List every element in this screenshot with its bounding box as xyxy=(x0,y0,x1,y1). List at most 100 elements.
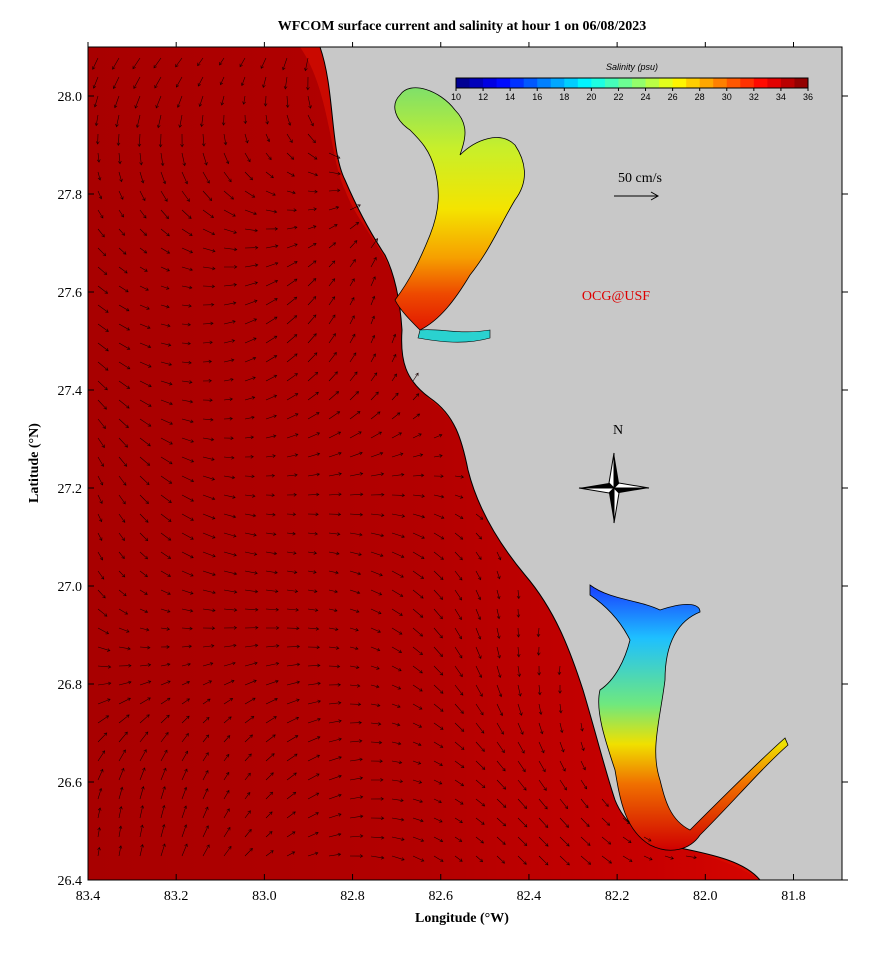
current-vector xyxy=(307,171,319,177)
current-vector xyxy=(95,133,100,145)
current-vector xyxy=(370,835,385,840)
current-vector xyxy=(202,806,209,819)
current-vector xyxy=(517,665,521,678)
current-vector xyxy=(244,228,258,233)
current-vector xyxy=(536,646,541,656)
current-vector xyxy=(391,722,401,727)
current-vector xyxy=(307,492,320,497)
current-vector xyxy=(433,434,443,439)
current-vector xyxy=(223,436,234,440)
current-vector xyxy=(391,373,397,382)
current-vector xyxy=(244,281,259,287)
current-vector xyxy=(160,304,170,309)
current-vector xyxy=(244,299,258,306)
current-vector xyxy=(433,513,445,519)
current-vector xyxy=(349,512,364,517)
current-vector xyxy=(433,494,445,499)
current-vector xyxy=(118,323,131,331)
current-vector xyxy=(118,399,130,409)
current-vector xyxy=(391,452,404,458)
current-vector xyxy=(118,646,131,651)
current-vector xyxy=(97,589,106,599)
current-vector xyxy=(412,779,423,784)
current-vector xyxy=(307,243,317,249)
current-vector xyxy=(244,532,257,537)
current-vector xyxy=(202,284,216,289)
current-vector xyxy=(160,532,172,541)
current-vector xyxy=(181,608,194,613)
current-vector xyxy=(244,376,256,382)
colorbar-tick-label: 36 xyxy=(803,92,813,102)
current-vector xyxy=(202,228,216,236)
current-vector xyxy=(328,152,341,159)
current-vector xyxy=(349,352,357,363)
current-vector xyxy=(307,391,319,401)
current-vector xyxy=(260,57,267,69)
current-vector xyxy=(202,698,211,705)
current-vector xyxy=(139,551,149,560)
current-vector xyxy=(391,817,405,822)
current-vector xyxy=(223,171,232,183)
current-vector xyxy=(475,741,485,752)
current-vector xyxy=(139,767,146,781)
current-vector xyxy=(370,684,380,689)
current-vector xyxy=(244,828,252,838)
current-vector xyxy=(118,247,127,255)
current-vector xyxy=(181,824,188,838)
current-vector xyxy=(622,817,631,825)
current-vector xyxy=(559,798,569,810)
current-vector xyxy=(643,855,653,861)
current-vector xyxy=(139,731,149,743)
current-vector xyxy=(496,608,501,620)
current-vector xyxy=(328,813,342,819)
current-vector xyxy=(307,570,317,574)
current-vector xyxy=(244,133,249,144)
current-vector xyxy=(307,472,321,477)
current-vector xyxy=(391,570,404,578)
current-vector xyxy=(370,431,383,439)
y-tick-label: 27.0 xyxy=(58,580,83,595)
current-vector xyxy=(538,741,545,754)
current-vector xyxy=(265,772,274,781)
current-vector xyxy=(118,342,131,350)
current-vector xyxy=(139,714,150,724)
current-vector xyxy=(97,768,104,781)
current-vector xyxy=(433,646,443,658)
current-vector xyxy=(160,437,173,445)
plot-area xyxy=(87,46,843,881)
current-vector xyxy=(181,733,189,743)
current-vector xyxy=(349,492,364,497)
current-vector xyxy=(97,494,103,504)
current-vector xyxy=(391,665,402,672)
colorbar-swatch xyxy=(456,78,471,88)
current-vector xyxy=(412,684,423,692)
current-vector xyxy=(370,372,378,382)
current-vector xyxy=(155,95,162,109)
current-vector xyxy=(242,95,246,105)
current-vector xyxy=(475,760,486,770)
colorbar-frame xyxy=(455,77,809,89)
current-vector xyxy=(160,361,173,366)
current-vector xyxy=(160,645,170,649)
current-vector xyxy=(181,662,191,667)
current-vector xyxy=(349,757,363,762)
current-vector xyxy=(139,513,149,523)
current-vector xyxy=(244,494,256,498)
current-vector xyxy=(370,295,376,306)
current-vector xyxy=(265,831,273,838)
current-vector xyxy=(412,413,421,420)
current-vector xyxy=(202,437,215,442)
tampa-bay xyxy=(394,87,525,331)
current-vector xyxy=(328,391,340,401)
current-vector xyxy=(643,836,652,842)
current-vector xyxy=(201,133,206,147)
current-vector xyxy=(265,644,280,648)
current-vector xyxy=(349,297,355,306)
current-vector xyxy=(97,399,107,410)
current-vector xyxy=(580,836,591,846)
current-vector xyxy=(433,779,443,785)
current-vector xyxy=(223,455,235,460)
current-vector xyxy=(391,741,402,746)
current-vector xyxy=(433,836,444,843)
current-vector xyxy=(328,589,338,594)
